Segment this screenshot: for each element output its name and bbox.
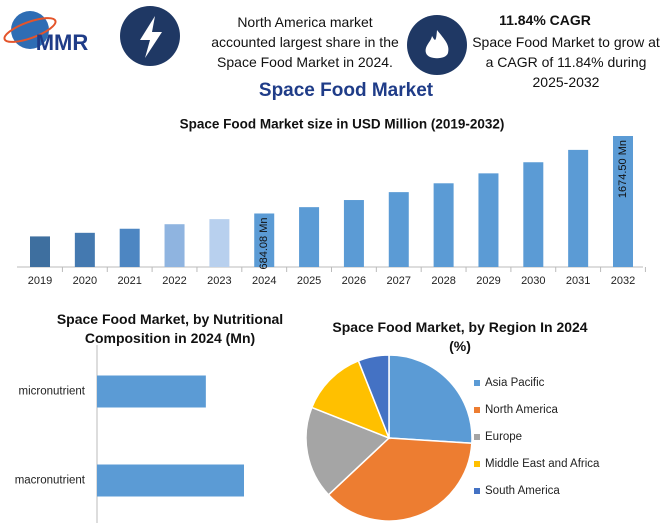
- bar: [568, 149, 589, 267]
- legend-label: Asia Pacific: [485, 377, 545, 389]
- flame-icon: [425, 30, 449, 59]
- x-tick-label: 2030: [521, 275, 545, 287]
- bar: [74, 232, 95, 267]
- x-tick-label: 2024: [252, 275, 276, 287]
- x-tick-label: 2028: [431, 275, 455, 287]
- legend-label: Europe: [485, 431, 522, 443]
- x-tick-label: 2022: [162, 275, 186, 287]
- x-tick-label: 2029: [476, 275, 500, 287]
- y-tick-label: micronutrient: [19, 386, 86, 398]
- bar: [119, 228, 140, 267]
- legend-label: Middle East and Africa: [485, 458, 600, 470]
- legend-label: South America: [485, 485, 560, 497]
- bar: [164, 224, 185, 267]
- x-tick-label: 2025: [297, 275, 321, 287]
- value-label: 684.08 Mn: [258, 217, 270, 269]
- legend-swatch: [474, 434, 480, 440]
- bar: [97, 375, 206, 408]
- main-title: Space Food Market: [259, 80, 434, 101]
- bar: [613, 136, 633, 267]
- bar: [30, 236, 50, 267]
- highlight-title: 11.84% CAGR: [499, 12, 591, 28]
- bar: [523, 162, 544, 267]
- bar: [478, 173, 499, 267]
- x-tick-label: 2027: [387, 275, 411, 287]
- bar: [209, 219, 230, 267]
- highlight-text: Space Food Market to grow at a CAGR of 1…: [472, 34, 660, 90]
- chart-title: Space Food Market, by Region In 2024 (%): [332, 319, 588, 354]
- logo-text: MMR: [36, 30, 89, 55]
- legend-swatch: [474, 407, 480, 413]
- value-label: 1674.50 Mn: [617, 140, 629, 198]
- y-tick-label: macronutrient: [15, 475, 86, 487]
- bar: [433, 183, 454, 267]
- bar: [388, 192, 409, 267]
- bar: [343, 200, 364, 267]
- chart-title: Space Food Market size in USD Million (2…: [180, 117, 505, 132]
- x-tick-label: 2020: [73, 275, 97, 287]
- x-tick-label: 2031: [566, 275, 590, 287]
- chart-title: Space Food Market, by Nutritional Compos…: [56, 311, 284, 346]
- bar: [97, 464, 244, 497]
- x-tick-label: 2021: [117, 275, 141, 287]
- logo-globe: [11, 11, 49, 49]
- logo-orbit: [3, 17, 57, 43]
- bar: [299, 207, 320, 267]
- bolt-icon: [140, 16, 162, 58]
- x-tick-label: 2019: [28, 275, 52, 287]
- pie-slice: [310, 359, 391, 440]
- pie-slice: [388, 354, 473, 445]
- x-tick-label: 2032: [611, 275, 635, 287]
- legend-swatch: [474, 488, 480, 494]
- x-tick-label: 2026: [342, 275, 366, 287]
- pie-slice: [305, 406, 391, 496]
- pie-slice: [327, 437, 473, 522]
- pie-slice: [357, 354, 390, 439]
- legend-swatch: [474, 380, 480, 386]
- legend-swatch: [474, 461, 480, 467]
- x-tick-label: 2023: [207, 275, 231, 287]
- logo: MMR: [3, 11, 89, 55]
- bar: [254, 213, 275, 267]
- highlight-text: North America market accounted largest s…: [211, 14, 399, 70]
- legend-label: North America: [485, 404, 558, 416]
